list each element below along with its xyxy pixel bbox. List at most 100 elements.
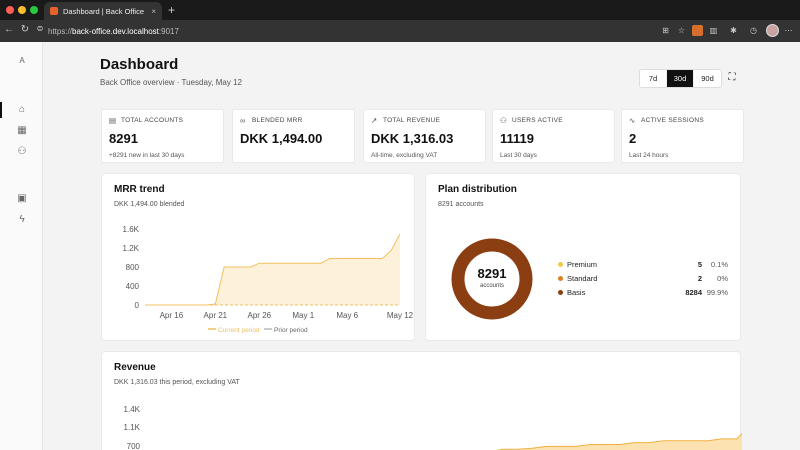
range-30d-button[interactable]: 30d — [667, 70, 694, 87]
x-tick-label: Apr 16 — [160, 311, 184, 320]
x-tick-label: May 1 — [292, 311, 314, 320]
window-close-button[interactable] — [6, 6, 14, 14]
y-tick-label: 1.1K — [124, 423, 141, 432]
billing-icon[interactable]: ▣ — [17, 193, 27, 204]
y-tick-label: 800 — [126, 263, 140, 272]
back-icon[interactable]: ← — [4, 24, 14, 35]
donut-slice-basis[interactable] — [451, 238, 533, 320]
x-tick-label: May 6 — [336, 311, 358, 320]
document-icon: ▤ — [109, 116, 117, 125]
donut-label: accounts — [479, 283, 504, 289]
kpi-value: 8291 — [109, 131, 138, 146]
home-icon[interactable]: ⌂ — [18, 104, 26, 115]
users-icon: ⚇ — [500, 116, 508, 125]
card-subtitle: DKK 1,494.00 blended — [114, 201, 185, 208]
kpi-total-revenue: ↗ TOTAL REVENUE DKK 1,316.03 All-time, ex… — [363, 109, 486, 163]
y-tick-label: 1.6K — [123, 225, 140, 234]
range-90d-button[interactable]: 90d — [701, 74, 714, 83]
kpi-value: 11119 — [500, 131, 534, 146]
menu-icon[interactable]: ⋯ — [784, 26, 793, 35]
legend-count: 5 — [697, 260, 702, 269]
x-tick-label: Apr 21 — [204, 311, 228, 320]
reload-icon[interactable]: ↻ — [20, 24, 30, 35]
legend-item-standard: Standard 2 0% — [558, 274, 728, 286]
kpi-label: TOTAL REVENUE — [383, 117, 441, 124]
legend-pct: 99.9% — [706, 288, 728, 297]
lightning-icon[interactable]: ϟ — [19, 214, 25, 225]
window-minimize-button[interactable] — [18, 6, 26, 14]
revenue-chart: 700 1.1K 1.4K — [124, 405, 742, 450]
kpi-note: Last 24 hours — [629, 152, 669, 159]
extension-orange-icon[interactable] — [692, 25, 703, 36]
plan-distribution-card: Plan distribution 8291 accounts 8291 acc… — [425, 173, 741, 341]
kpi-value: DKK 1,494.00 — [240, 131, 323, 146]
legend-name: Premium — [567, 260, 598, 269]
kpi-note: All-time, excluding VAT — [371, 152, 438, 159]
kpi-users-active: ⚇ USERS ACTIVE 11119 Last 30 days — [492, 109, 615, 163]
current-period-area — [145, 234, 400, 305]
legend-dot — [558, 262, 563, 267]
url-scheme: https:// — [48, 26, 73, 36]
kpi-note: Last 30 days — [500, 152, 537, 159]
extensions-puzzle-icon[interactable]: ✱ — [730, 26, 737, 35]
browser-tab-bar: Dashboard | Back Office × + — [0, 0, 800, 20]
new-tab-button[interactable]: + — [168, 3, 176, 17]
sidebar: A ⌂ ▦ ⚇ ▣ ϟ — [0, 42, 43, 450]
mrr-trend-chart: 0 400 800 1.2K 1.6K Apr 16 Apr 21 Apr 26 May 1 Ma… — [123, 225, 414, 334]
tab-close-icon[interactable]: × — [151, 6, 156, 16]
legend-dot — [558, 276, 563, 281]
kpi-label: BLENDED MRR — [252, 117, 303, 124]
extension-bars-icon[interactable]: ▥ — [709, 26, 718, 35]
translate-icon[interactable]: ⊞ — [662, 26, 669, 35]
bookmark-star-icon[interactable]: ☆ — [677, 26, 686, 35]
legend-item-premium: Premium 5 0.1% — [558, 260, 728, 272]
history-icon[interactable]: ◷ — [750, 26, 757, 35]
address-bar: ← ↻ ⊜ https://back-office.dev.localhost:… — [0, 20, 800, 42]
sidebar-active-indicator — [0, 102, 2, 118]
url-host: back-office.dev.localhost — [72, 26, 159, 36]
kpi-label: ACTIVE SESSIONS — [641, 117, 705, 124]
y-tick-label: 400 — [126, 282, 140, 291]
legend-pct: 0.1% — [710, 260, 728, 269]
building-icon[interactable]: ▦ — [17, 125, 27, 136]
page-title: Dashboard — [100, 56, 179, 73]
url-field[interactable]: https://back-office.dev.localhost:9017 — [48, 24, 608, 38]
revenue-card: 700 1.1K 1.4K Revenue DKK 1,316.03 this pe… — [101, 351, 742, 450]
donut-center: 8291 accounts — [456, 266, 528, 289]
profile-avatar[interactable] — [766, 24, 779, 37]
fullscreen-icon[interactable]: ⛶ — [728, 72, 736, 83]
kpi-label: USERS ACTIVE — [512, 117, 563, 124]
main-content: Dashboard Back Office overview · Tuesday… — [43, 42, 800, 450]
revenue-line — [495, 432, 742, 450]
legend-pct: 0% — [717, 274, 728, 283]
window-zoom-button[interactable] — [30, 6, 38, 14]
y-tick-label: 1.2K — [123, 244, 140, 253]
y-tick-label: 0 — [135, 301, 140, 310]
site-info-icon[interactable]: ⊜ — [36, 24, 44, 33]
card-title: MRR trend — [114, 184, 165, 195]
kpi-value: 2 — [629, 131, 637, 146]
legend-count: 2 — [697, 274, 702, 283]
range-selector: 7d 30d 90d — [639, 69, 722, 88]
revenue-area — [498, 433, 742, 450]
legend-count: 8284 — [685, 288, 702, 297]
range-7d-button[interactable]: 7d — [640, 70, 667, 87]
workspace-avatar[interactable]: A — [19, 56, 25, 65]
donut-total: 8291 — [477, 266, 507, 281]
kpi-label: TOTAL ACCOUNTS — [121, 117, 184, 124]
tab-title: Dashboard | Back Office — [63, 6, 145, 16]
kpi-value: DKK 1,316.03 — [371, 131, 454, 146]
x-tick-label: Apr 26 — [248, 311, 272, 320]
browser-tab[interactable]: Dashboard | Back Office × — [44, 2, 162, 20]
activity-icon: ∿ — [629, 116, 636, 125]
plan-distribution-chart — [451, 238, 533, 320]
users-icon[interactable]: ⚇ — [17, 146, 27, 157]
mrr-trend-card: 0 400 800 1.2K 1.6K Apr 16 Apr 21 Apr 26 May 1 Ma… — [101, 173, 415, 341]
card-subtitle: 8291 accounts — [438, 201, 484, 208]
legend-name: Basis — [567, 288, 586, 297]
kpi-note: +8291 new in last 30 days — [109, 152, 185, 159]
legend-prior-label: Prior period — [274, 327, 308, 334]
kpi-total-accounts: ▤ TOTAL ACCOUNTS 8291 +8291 new in last 3… — [101, 109, 224, 163]
legend-item-basis: Basis 8284 99.9% — [558, 288, 728, 300]
kpi-blended-mrr: ∞ BLENDED MRR DKK 1,494.00 — [232, 109, 355, 163]
